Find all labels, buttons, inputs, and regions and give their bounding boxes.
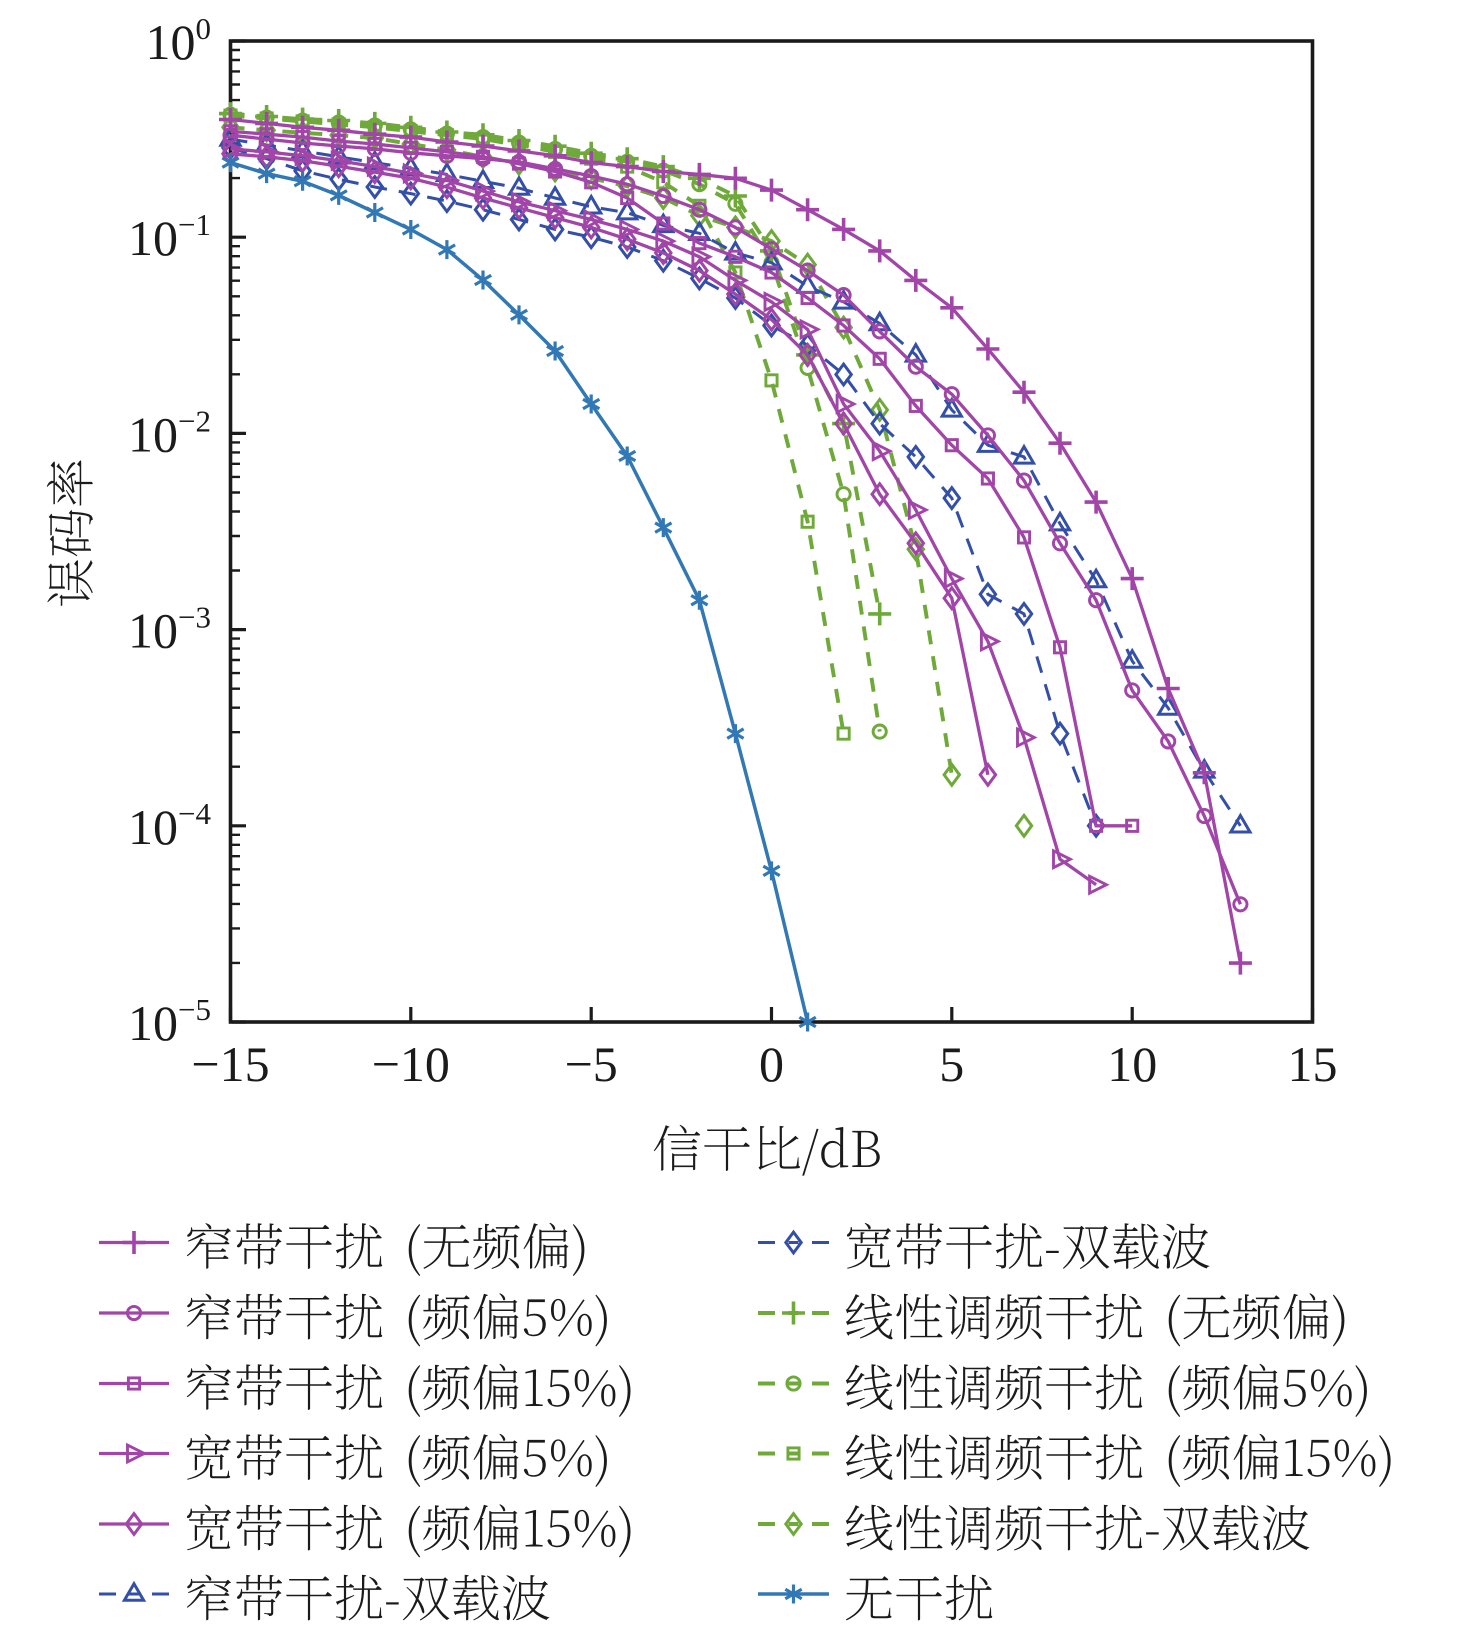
svg-text:10−5: 10−5 bbox=[128, 992, 211, 1051]
svg-text:15: 15 bbox=[1288, 1036, 1338, 1092]
svg-text:100: 100 bbox=[146, 11, 212, 70]
svg-text:−10: −10 bbox=[372, 1036, 450, 1092]
svg-text:−15: −15 bbox=[191, 1036, 269, 1092]
svg-text:10−4: 10−4 bbox=[128, 796, 211, 855]
svg-text:−5: −5 bbox=[565, 1036, 618, 1092]
svg-text:5: 5 bbox=[939, 1036, 964, 1092]
svg-text:10: 10 bbox=[1107, 1036, 1157, 1092]
svg-text:0: 0 bbox=[759, 1036, 784, 1092]
